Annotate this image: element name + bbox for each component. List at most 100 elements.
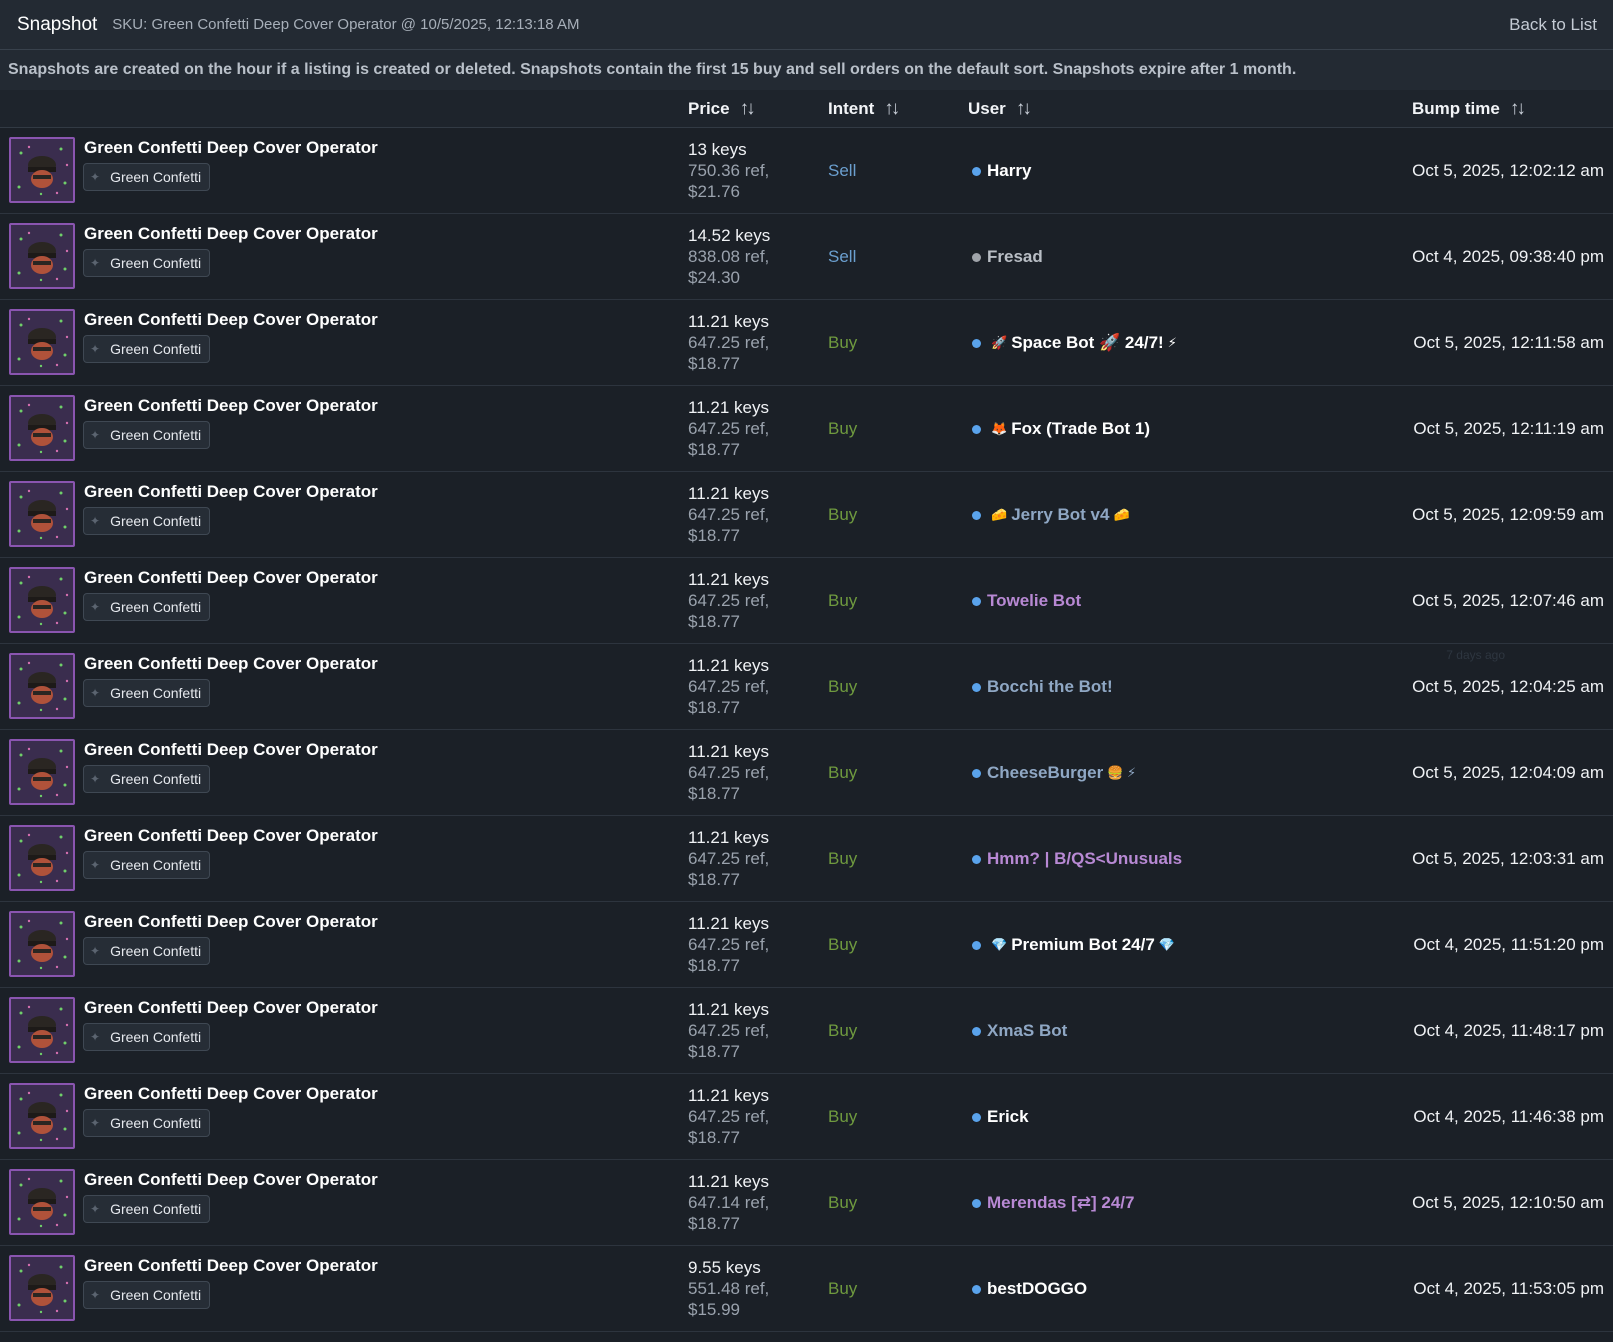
user-link[interactable]: 🦊 Fox (Trade Bot 1) — [972, 386, 1150, 472]
user-link[interactable]: Fresad — [972, 214, 1043, 300]
item-name[interactable]: Green Confetti Deep Cover Operator — [84, 310, 378, 329]
back-to-list-link[interactable]: Back to List — [1509, 14, 1597, 34]
intent-label: Buy — [828, 1107, 858, 1126]
item-thumbnail[interactable] — [9, 567, 75, 633]
effect-badge: ✦ Green Confetti — [83, 765, 211, 793]
effect-icon: ✦ — [90, 170, 101, 184]
item-thumbnail[interactable] — [9, 481, 75, 547]
bump-time-column-header[interactable]: Bump time ↑↓ — [1412, 90, 1526, 128]
user-column-header[interactable]: User ↑↓ — [968, 90, 1032, 128]
user-name: Jerry Bot v4 — [1011, 505, 1110, 524]
price-keys: 11.21 keys — [688, 570, 769, 589]
effect-badge: ✦ Green Confetti — [83, 249, 211, 277]
sku-label: SKU: Green Confetti Deep Cover Operator … — [112, 16, 580, 33]
user-link[interactable]: Erick — [972, 1074, 1029, 1160]
table-row[interactable]: Green Confetti Deep Cover Operator ✦ Green… — [0, 128, 1613, 214]
user-link[interactable]: bestDOGGO — [972, 1246, 1087, 1332]
item-thumbnail[interactable] — [9, 1169, 75, 1235]
item-name[interactable]: Green Confetti Deep Cover Operator — [84, 138, 378, 157]
item-name[interactable]: Green Confetti Deep Cover Operator — [84, 1170, 378, 1189]
user-link[interactable]: 🚀 Space Bot 🚀 24/7! ⚡ — [972, 300, 1181, 386]
table-row[interactable]: Green Confetti Deep Cover Operator ✦ Green… — [0, 386, 1613, 472]
snapshot-header: Snapshot SKU: Green Confetti Deep Cover … — [0, 0, 1613, 50]
item-thumbnail[interactable] — [9, 1083, 75, 1149]
item-name[interactable]: Green Confetti Deep Cover Operator — [84, 224, 378, 243]
item-name[interactable]: Green Confetti Deep Cover Operator — [84, 1256, 378, 1275]
item-thumbnail[interactable] — [9, 825, 75, 891]
intent-column-header[interactable]: Intent ↑↓ — [828, 90, 900, 128]
item-name[interactable]: Green Confetti Deep Cover Operator — [84, 740, 378, 759]
item-thumbnail[interactable] — [9, 739, 75, 805]
table-header: Price ↑↓ Intent ↑↓ User ↑↓ Bump time ↑↓ — [0, 90, 1613, 128]
user-link[interactable]: XmaS Bot — [972, 988, 1067, 1074]
price-header-label: Price — [688, 99, 730, 118]
item-thumbnail[interactable] — [9, 653, 75, 719]
user-name: Bocchi the Bot! — [987, 677, 1113, 696]
table-row[interactable]: Green Confetti Deep Cover Operator ✦ Green… — [0, 214, 1613, 300]
effect-label: Green Confetti — [110, 427, 202, 443]
table-row[interactable]: Green Confetti Deep Cover Operator ✦ Green… — [0, 1074, 1613, 1160]
price-keys: 9.55 keys — [688, 1258, 761, 1277]
price-cell: 14.52 keys 838.08 ref, $24.30 — [688, 225, 770, 288]
item-name[interactable]: Green Confetti Deep Cover Operator — [84, 396, 378, 415]
table-row[interactable]: Green Confetti Deep Cover Operator ✦ Green… — [0, 816, 1613, 902]
price-usd: $21.76 — [688, 182, 740, 201]
user-link[interactable]: 🧀 Jerry Bot v4 🧀 — [972, 472, 1134, 558]
table-row[interactable]: Green Confetti Deep Cover Operator ✦ Green… — [0, 902, 1613, 988]
user-name: Erick — [987, 1107, 1029, 1126]
table-row[interactable]: Green Confetti Deep Cover Operator ✦ Green… — [0, 730, 1613, 816]
item-thumbnail[interactable] — [9, 1255, 75, 1321]
item-thumbnail[interactable] — [9, 997, 75, 1063]
price-keys: 13 keys — [688, 140, 747, 159]
item-name[interactable]: Green Confetti Deep Cover Operator — [84, 482, 378, 501]
price-usd: $18.77 — [688, 612, 740, 631]
intent-label: Buy — [828, 333, 858, 352]
user-emoji-icon: 🦊 — [991, 421, 1008, 436]
intent-label: Buy — [828, 591, 858, 610]
effect-badge: ✦ Green Confetti — [83, 937, 211, 965]
item-thumbnail[interactable] — [9, 309, 75, 375]
price-keys: 11.21 keys — [688, 742, 769, 761]
effect-icon: ✦ — [90, 428, 101, 442]
effect-label: Green Confetti — [110, 943, 202, 959]
table-row[interactable]: Green Confetti Deep Cover Operator ✦ Green… — [0, 988, 1613, 1074]
bump-time: Oct 5, 2025, 12:11:58 am — [1413, 333, 1604, 352]
table-row[interactable]: Green Confetti Deep Cover Operator ✦ Green… — [0, 300, 1613, 386]
user-link[interactable]: Hmm? | B/QS<Unusuals — [972, 816, 1182, 902]
table-row[interactable]: Green Confetti Deep Cover Operator ✦ Green… — [0, 472, 1613, 558]
intent-label: Buy — [828, 1193, 858, 1212]
item-thumbnail[interactable] — [9, 911, 75, 977]
price-cell: 11.21 keys 647.25 ref, $18.77 — [688, 913, 769, 976]
table-row[interactable]: Green Confetti Deep Cover Operator ✦ Green… — [0, 644, 1613, 730]
table-row[interactable]: Green Confetti Deep Cover Operator ✦ Green… — [0, 1246, 1613, 1332]
effect-badge: ✦ Green Confetti — [83, 335, 211, 363]
user-link[interactable]: CheeseBurger 🍔 ⚡ — [972, 730, 1140, 816]
user-link[interactable]: Harry — [972, 128, 1031, 214]
table-row[interactable]: Green Confetti Deep Cover Operator ✦ Green… — [0, 1160, 1613, 1246]
table-row[interactable]: Green Confetti Deep Cover Operator ✦ Green… — [0, 558, 1613, 644]
price-ref: 750.36 ref, — [688, 161, 770, 180]
item-thumbnail[interactable] — [9, 395, 75, 461]
user-link[interactable]: Merendas [⇄] 24/7 — [972, 1160, 1134, 1246]
item-thumbnail[interactable] — [9, 137, 75, 203]
price-column-header[interactable]: Price ↑↓ — [688, 90, 756, 128]
item-name[interactable]: Green Confetti Deep Cover Operator — [84, 568, 378, 587]
item-thumbnail[interactable] — [9, 223, 75, 289]
item-name[interactable]: Green Confetti Deep Cover Operator — [84, 1084, 378, 1103]
item-name[interactable]: Green Confetti Deep Cover Operator — [84, 912, 378, 931]
bump-time: Oct 5, 2025, 12:02:12 am — [1412, 161, 1604, 180]
user-emoji-icon: 💎 — [991, 937, 1008, 952]
status-dot — [972, 854, 981, 864]
price-usd: $18.77 — [688, 440, 740, 459]
user-link[interactable]: Bocchi the Bot! — [972, 644, 1113, 730]
bump-time: Oct 5, 2025, 12:04:09 am — [1412, 763, 1604, 782]
item-name[interactable]: Green Confetti Deep Cover Operator — [84, 998, 378, 1017]
user-name: Hmm? | B/QS<Unusuals — [987, 849, 1183, 868]
item-name[interactable]: Green Confetti Deep Cover Operator — [84, 654, 378, 673]
item-name[interactable]: Green Confetti Deep Cover Operator — [84, 826, 378, 845]
user-link[interactable]: 💎 Premium Bot 24/7 💎 — [972, 902, 1179, 988]
user-name: Merendas [⇄] 24/7 — [987, 1193, 1135, 1212]
effect-label: Green Confetti — [110, 341, 202, 357]
bump-time: Oct 5, 2025, 12:03:31 am — [1412, 849, 1604, 868]
user-link[interactable]: Towelie Bot — [972, 558, 1081, 644]
